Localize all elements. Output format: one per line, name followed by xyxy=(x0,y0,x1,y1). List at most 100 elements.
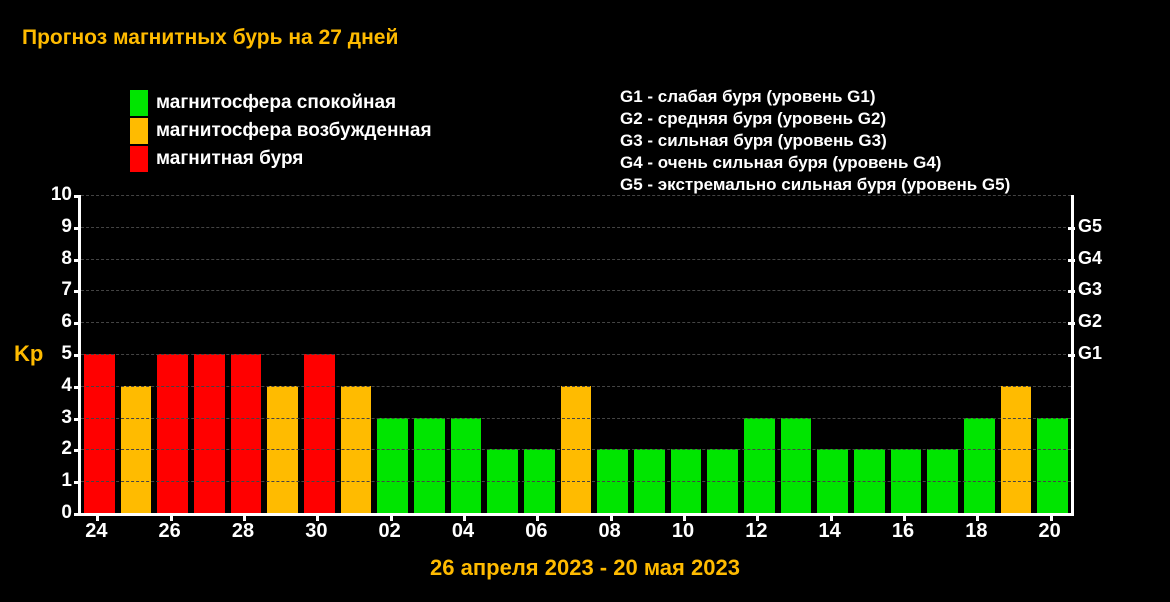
y-tick-label: 0 xyxy=(42,502,72,524)
y-tick-mark xyxy=(74,386,81,389)
x-tick-mark xyxy=(976,513,979,521)
legend-g2: G2 - средняя буря (уровень G2) xyxy=(620,108,1010,130)
x-tick-mark xyxy=(170,513,173,521)
x-tick-label: 14 xyxy=(819,520,841,543)
plot-area xyxy=(78,195,1074,516)
grid-line xyxy=(81,354,1071,355)
x-tick-label: 28 xyxy=(232,520,254,543)
bar xyxy=(84,354,115,513)
grid-line xyxy=(81,481,1071,482)
x-tick-label: 26 xyxy=(159,520,181,543)
legend-g3: G3 - сильная буря (уровень G3) xyxy=(620,130,1010,152)
y-tick-mark xyxy=(74,195,81,198)
x-tick-label: 08 xyxy=(599,520,621,543)
right-tick-label: G1 xyxy=(1078,343,1102,364)
swatch-red xyxy=(130,146,148,172)
y-tick-label: 2 xyxy=(42,438,72,460)
legend-item-storm: магнитная буря xyxy=(130,145,432,173)
x-tick-label: 04 xyxy=(452,520,474,543)
x-tick-label: 30 xyxy=(305,520,327,543)
y-tick-label: 3 xyxy=(42,407,72,429)
x-tick-label: 16 xyxy=(892,520,914,543)
x-tick-mark xyxy=(1050,513,1053,521)
bar xyxy=(231,354,262,513)
grid-line xyxy=(81,227,1071,228)
right-tick-mark xyxy=(1068,322,1075,325)
x-tick-mark xyxy=(536,513,539,521)
y-tick-mark xyxy=(74,418,81,421)
y-tick-label: 1 xyxy=(42,470,72,492)
y-tick-mark xyxy=(74,322,81,325)
x-tick-mark xyxy=(316,513,319,521)
x-tick-mark xyxy=(903,513,906,521)
x-tick-mark xyxy=(683,513,686,521)
y-tick-label: 9 xyxy=(42,216,72,238)
grid-line xyxy=(81,386,1071,387)
legend-label: магнитосфера возбужденная xyxy=(156,120,432,142)
y-tick-label: 8 xyxy=(42,248,72,270)
x-tick-label: 12 xyxy=(745,520,767,543)
right-tick-label: G3 xyxy=(1078,279,1102,300)
x-tick-mark xyxy=(96,513,99,521)
swatch-orange xyxy=(130,118,148,144)
y-tick-label: 5 xyxy=(42,343,72,365)
y-tick-label: 7 xyxy=(42,279,72,301)
right-tick-label: G2 xyxy=(1078,311,1102,332)
y-tick-label: 10 xyxy=(42,184,72,206)
x-tick-mark xyxy=(830,513,833,521)
right-tick-mark xyxy=(1068,227,1075,230)
grid-line xyxy=(81,449,1071,450)
right-tick-mark xyxy=(1068,259,1075,262)
x-tick-label: 10 xyxy=(672,520,694,543)
legend-g5: G5 - экстремально сильная буря (уровень … xyxy=(620,174,1010,196)
legend-g4: G4 - очень сильная буря (уровень G4) xyxy=(620,152,1010,174)
page-title: Прогноз магнитных бурь на 27 дней xyxy=(22,26,398,50)
x-tick-mark xyxy=(243,513,246,521)
bar xyxy=(744,418,775,513)
grid-line xyxy=(81,418,1071,419)
legend-right: G1 - слабая буря (уровень G1) G2 - средн… xyxy=(620,86,1010,196)
y-tick-mark xyxy=(74,290,81,293)
x-tick-mark xyxy=(756,513,759,521)
bar xyxy=(781,418,812,513)
bar xyxy=(194,354,225,513)
bar xyxy=(304,354,335,513)
x-tick-label: 02 xyxy=(379,520,401,543)
x-tick-label: 20 xyxy=(1039,520,1061,543)
chart-container: Прогноз магнитных бурь на 27 дней магнит… xyxy=(0,0,1170,602)
x-axis-label: 26 апреля 2023 - 20 мая 2023 xyxy=(0,555,1170,581)
x-tick-label: 24 xyxy=(85,520,107,543)
y-tick-mark xyxy=(74,354,81,357)
bar xyxy=(964,418,995,513)
legend-g1: G1 - слабая буря (уровень G1) xyxy=(620,86,1010,108)
right-tick-mark xyxy=(1068,290,1075,293)
y-tick-mark xyxy=(74,259,81,262)
y-tick-label: 6 xyxy=(42,311,72,333)
right-tick-label: G4 xyxy=(1078,248,1102,269)
bar xyxy=(451,418,482,513)
right-tick-label: G5 xyxy=(1078,216,1102,237)
grid-line xyxy=(81,195,1071,196)
x-tick-label: 18 xyxy=(965,520,987,543)
right-tick-mark xyxy=(1068,354,1075,357)
bar xyxy=(1037,418,1068,513)
y-tick-mark xyxy=(74,513,81,516)
bar xyxy=(157,354,188,513)
y-axis-label: Kp xyxy=(14,341,43,367)
grid-line xyxy=(81,259,1071,260)
swatch-green xyxy=(130,90,148,116)
legend-item-calm: магнитосфера спокойная xyxy=(130,89,432,117)
grid-line xyxy=(81,322,1071,323)
legend-label: магнитная буря xyxy=(156,148,303,170)
y-tick-mark xyxy=(74,227,81,230)
bar xyxy=(377,418,408,513)
x-tick-mark xyxy=(463,513,466,521)
legend-left: магнитосфера спокойная магнитосфера возб… xyxy=(130,89,432,173)
y-tick-mark xyxy=(74,449,81,452)
x-tick-label: 06 xyxy=(525,520,547,543)
bar xyxy=(414,418,445,513)
x-tick-mark xyxy=(610,513,613,521)
x-tick-mark xyxy=(390,513,393,521)
legend-label: магнитосфера спокойная xyxy=(156,92,396,114)
y-tick-label: 4 xyxy=(42,375,72,397)
